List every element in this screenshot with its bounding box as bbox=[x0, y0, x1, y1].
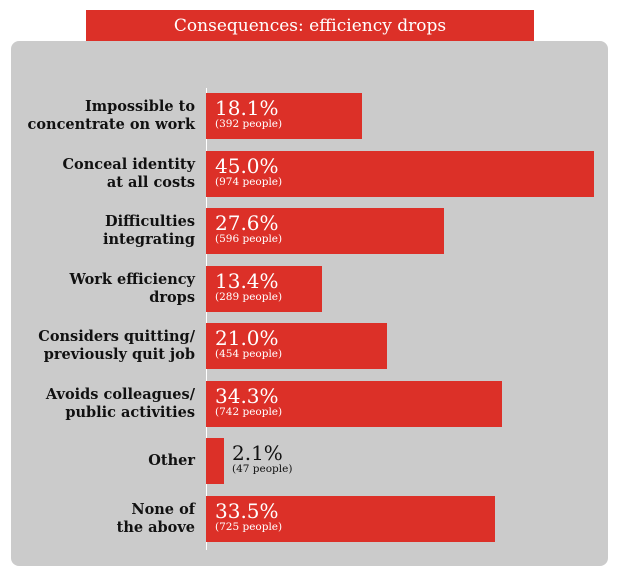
category-label-line: Avoids colleagues/ bbox=[45, 385, 195, 403]
category-label: Work efficiency drops bbox=[5, 271, 195, 307]
category-label-line: at all costs bbox=[106, 173, 195, 191]
category-label-line: Work efficiency bbox=[69, 270, 195, 288]
bar bbox=[206, 438, 224, 484]
percent-label: 21.0% bbox=[215, 326, 279, 350]
bar bbox=[206, 93, 362, 139]
bar bbox=[206, 208, 444, 254]
category-label: None of the above bbox=[5, 501, 195, 537]
category-label: Other bbox=[5, 452, 195, 470]
category-label-line: public activities bbox=[65, 403, 195, 421]
people-count-label: (289 people) bbox=[215, 290, 283, 303]
bar bbox=[206, 150, 594, 197]
people-count-label: (392 people) bbox=[215, 118, 283, 130]
bar bbox=[206, 380, 502, 427]
category-label-line: Considers quitting/ bbox=[38, 328, 195, 345]
category-label-line: Other bbox=[148, 452, 195, 469]
percent-label: 33.5% bbox=[215, 498, 279, 523]
category-label-line: None of bbox=[131, 500, 195, 518]
category-label-line: Difficulties bbox=[105, 213, 195, 230]
bar bbox=[206, 265, 322, 312]
people-count-label: (596 people) bbox=[215, 233, 283, 245]
chart-title: Consequences: efficiency drops bbox=[86, 10, 534, 42]
people-count-label: (454 people) bbox=[215, 348, 283, 360]
percent-label: 45.0% bbox=[215, 153, 279, 178]
category-label: Difficulties integrating bbox=[5, 213, 195, 249]
category-label-line: Conceal identity bbox=[62, 155, 195, 173]
data-label: 21.0% (454 people) bbox=[215, 328, 282, 360]
people-count-label: (974 people) bbox=[215, 175, 283, 188]
people-count-label: (742 people) bbox=[215, 405, 283, 418]
percent-label: 2.1% bbox=[232, 441, 283, 465]
category-label-line: Impossible to bbox=[84, 98, 195, 115]
data-label: 13.4% (289 people) bbox=[215, 271, 282, 303]
category-label-line: integrating bbox=[102, 231, 195, 248]
people-count-label: (47 people) bbox=[232, 463, 293, 475]
percent-label: 34.3% bbox=[215, 383, 279, 408]
data-label: 18.1% (392 people) bbox=[215, 98, 282, 130]
bar bbox=[206, 323, 387, 369]
category-label-line: concentrate on work bbox=[27, 116, 195, 133]
percent-label: 13.4% bbox=[215, 268, 279, 293]
data-label: 45.0% (974 people) bbox=[215, 156, 282, 188]
percent-label: 27.6% bbox=[215, 211, 279, 235]
category-axis-line bbox=[206, 88, 207, 550]
people-count-label: (725 people) bbox=[215, 520, 283, 533]
category-label-line: previously quit job bbox=[43, 346, 195, 363]
data-label: 27.6% (596 people) bbox=[215, 213, 282, 245]
bar bbox=[206, 495, 495, 542]
category-label-line: drops bbox=[149, 288, 195, 306]
data-label: 2.1% (47 people) bbox=[232, 443, 292, 475]
data-label: 33.5% (725 people) bbox=[215, 501, 282, 533]
category-label-line: the above bbox=[116, 518, 195, 536]
data-label: 34.3% (742 people) bbox=[215, 386, 282, 418]
category-label: Impossible to concentrate on work bbox=[5, 98, 195, 134]
category-label: Conceal identity at all costs bbox=[5, 156, 195, 192]
category-label: Considers quitting/previously quit job bbox=[5, 328, 195, 364]
percent-label: 18.1% bbox=[215, 96, 279, 120]
category-label: Avoids colleagues/public activities bbox=[5, 386, 195, 422]
